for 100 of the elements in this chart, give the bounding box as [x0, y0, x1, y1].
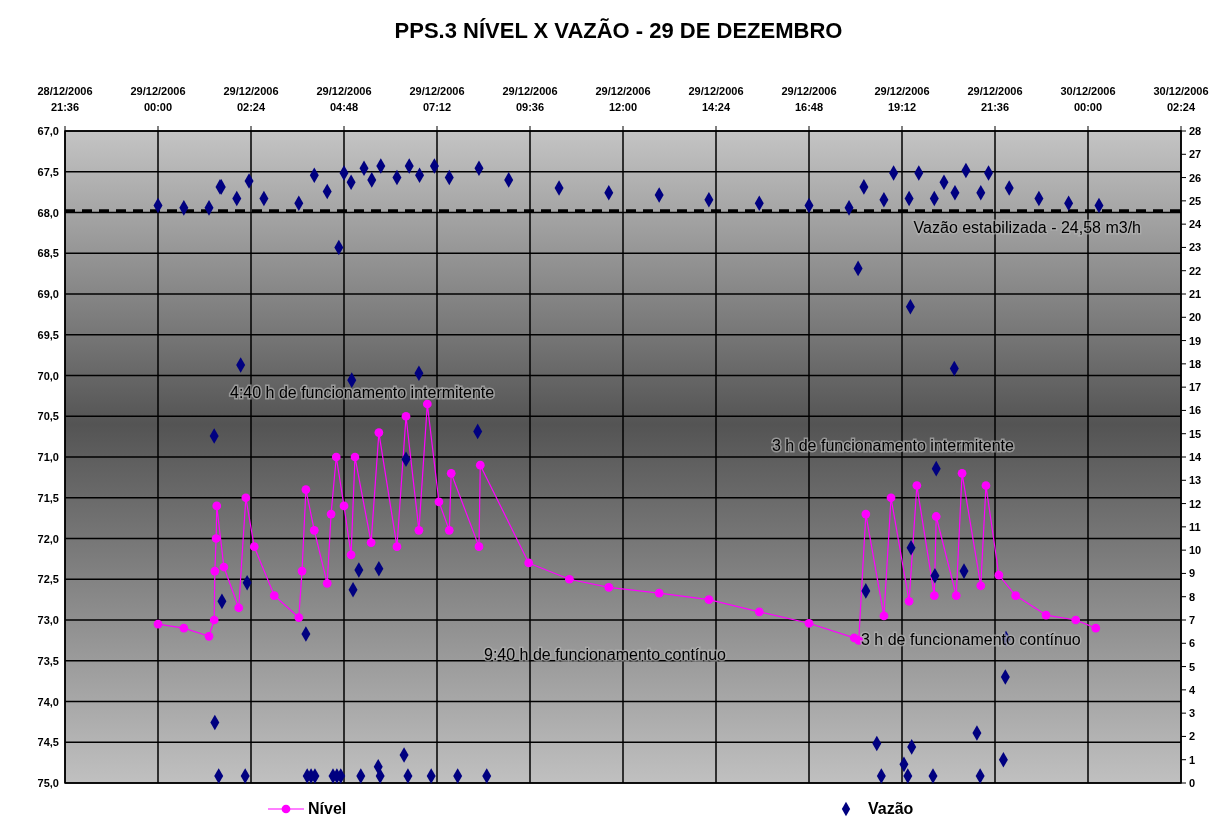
point — [210, 566, 220, 576]
point — [1091, 623, 1101, 633]
legend-label: Vazão — [868, 800, 914, 817]
y2-tick-label: 23 — [1189, 241, 1202, 254]
y2-tick-label: 4 — [1189, 683, 1196, 696]
chart-title: PPS.3 NÍVEL X VAZÃO - 29 DE DEZEMBRO — [394, 18, 843, 43]
point — [211, 534, 221, 543]
y2-tick-label: 19 — [1189, 334, 1202, 347]
y2-tick-label: 6 — [1189, 637, 1196, 650]
x-tick-label: 29/12/2006 04:48 — [316, 85, 372, 113]
point — [474, 542, 484, 552]
point — [804, 618, 814, 628]
y2-tick-label: 5 — [1189, 660, 1196, 673]
y2-tick-label: 16 — [1189, 404, 1202, 417]
y-tick-label: 71,5 — [37, 491, 59, 504]
x-tick-label: 29/12/2006 21:36 — [967, 85, 1023, 113]
y-tick-label: 70,0 — [37, 369, 59, 382]
point — [219, 562, 229, 572]
point — [297, 566, 307, 576]
legend-label: Nível — [308, 800, 347, 817]
y-tick-label: 68,0 — [37, 206, 59, 219]
point — [241, 493, 251, 503]
y-tick-label: 73,5 — [37, 654, 59, 667]
point — [322, 578, 332, 588]
y2-tick-label: 3 — [1189, 707, 1196, 720]
point — [475, 460, 485, 470]
y2-tick-label: 17 — [1189, 381, 1202, 394]
y2-tick-label: 22 — [1189, 264, 1202, 277]
y2-tick-label: 2 — [1189, 730, 1196, 743]
y2-tick-label: 14 — [1189, 451, 1203, 463]
point — [331, 452, 341, 462]
point — [414, 525, 424, 535]
y2-tick-label: 15 — [1189, 427, 1202, 440]
point — [339, 501, 349, 511]
y2-tick-label: 9 — [1189, 567, 1196, 580]
y-tick-label: 69,5 — [37, 328, 59, 341]
point — [326, 509, 336, 519]
y2-tick-label: 10 — [1189, 544, 1202, 557]
y2-tick-label: 24 — [1189, 218, 1203, 231]
point — [249, 542, 259, 552]
point — [565, 574, 574, 584]
x-tick-label: 29/12/2006 00:00 — [130, 85, 186, 113]
y-tick-label: 70,5 — [37, 410, 59, 423]
point — [1041, 610, 1051, 620]
x-tick-label: 29/12/2006 07:12 — [409, 85, 465, 113]
point — [204, 631, 214, 641]
y-tick-label: 75,0 — [37, 777, 59, 789]
point — [912, 481, 922, 490]
point — [366, 538, 376, 547]
point — [346, 550, 356, 560]
point — [981, 481, 991, 490]
y-tick-label: 67,0 — [37, 125, 59, 137]
point — [976, 581, 986, 591]
y-tick-label: 69,0 — [37, 288, 59, 300]
x-tick-label: 29/12/2006 19:12 — [874, 85, 930, 113]
y-tick-label: 71,0 — [37, 451, 59, 463]
y2-tick-label: 18 — [1189, 357, 1202, 370]
point — [994, 570, 1004, 580]
y-tick-label: 74,0 — [37, 695, 59, 708]
point — [1011, 591, 1021, 600]
x-tick-label: 28/12/2006 21:36 — [37, 85, 93, 113]
x-tick-label: 30/12/2006 02:24 — [1153, 85, 1209, 113]
y2-tick-label: 21 — [1189, 288, 1202, 300]
point — [654, 588, 664, 598]
point — [401, 411, 411, 421]
point — [1071, 615, 1081, 625]
point — [422, 399, 432, 409]
point — [704, 595, 714, 604]
point — [294, 613, 304, 622]
point — [392, 542, 402, 552]
point — [929, 591, 939, 600]
y2-tick-label: 28 — [1189, 125, 1202, 137]
point — [179, 623, 189, 633]
point — [446, 468, 456, 478]
x-tick-label: 29/12/2006 02:24 — [223, 85, 279, 113]
point — [301, 485, 311, 494]
point — [931, 512, 941, 521]
y-tick-label: 67,5 — [37, 165, 59, 178]
point — [886, 493, 896, 503]
point — [879, 611, 889, 621]
x-tick-label: 29/12/2006 14:24 — [688, 85, 744, 113]
x-tick-label: 29/12/2006 09:36 — [502, 85, 558, 113]
y-tick-label: 72,5 — [37, 573, 59, 586]
y-tick-label: 68,5 — [37, 247, 59, 260]
point — [269, 591, 279, 600]
point — [209, 615, 219, 625]
point — [951, 591, 961, 600]
point — [309, 525, 319, 535]
point — [524, 558, 534, 568]
y2-tick-label: 12 — [1189, 497, 1202, 510]
y2-tick-label: 20 — [1189, 311, 1202, 324]
y-tick-label: 73,0 — [37, 614, 59, 626]
point — [754, 607, 764, 617]
y2-tick-label: 0 — [1189, 777, 1196, 789]
point — [861, 509, 871, 519]
x-tick-label: 29/12/2006 16:48 — [781, 85, 837, 113]
point — [904, 596, 914, 606]
point — [234, 603, 244, 613]
y2-tick-label: 27 — [1189, 148, 1202, 161]
point — [434, 497, 444, 507]
